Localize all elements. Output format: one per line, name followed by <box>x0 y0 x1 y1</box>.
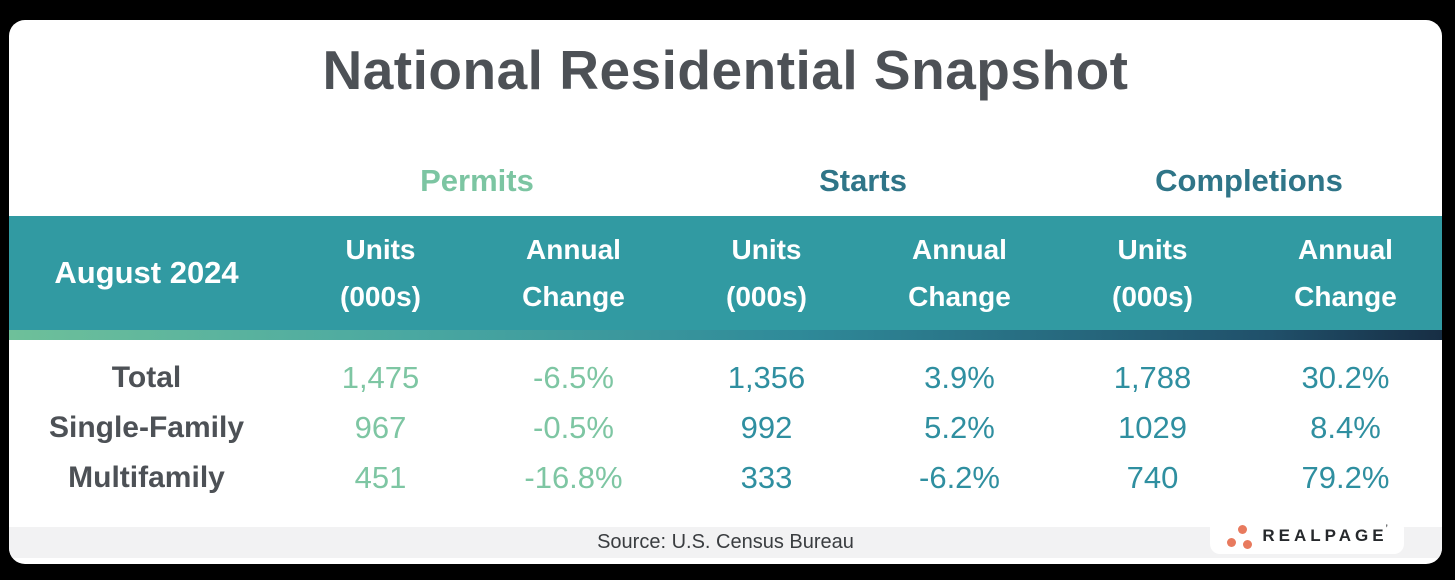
annual-label-line1: Annual <box>912 233 1007 265</box>
group-header-completions: Completions <box>1155 163 1343 198</box>
cell-completions-units: 1,788 <box>1113 360 1192 395</box>
col-header-completions-annual-change: Annual Change <box>1249 216 1442 330</box>
cell-completions-annual-change: 8.4% <box>1310 410 1381 445</box>
source-band: Source: U.S. Census Bureau <box>9 527 1442 558</box>
col-header-completions-units: Units (000s) <box>1056 216 1249 330</box>
table-body: Total 1,475 -6.5% 1,356 3.9% 1,788 30.2%… <box>9 340 1442 503</box>
table-header-band: August 2024 Units (000s) Annual Change U… <box>9 216 1442 330</box>
annual-label-line2: Change <box>908 281 1011 312</box>
cell-completions-units: 740 <box>1126 460 1179 495</box>
cell-permits-annual-change: -0.5% <box>533 410 614 445</box>
snapshot-card: National Residential Snapshot Permits St… <box>9 20 1442 564</box>
col-header-permits-units: Units (000s) <box>284 216 477 330</box>
annual-label-line2: Change <box>522 281 625 312</box>
cell-permits-units: 451 <box>354 460 407 495</box>
col-header-starts-annual-change: Annual Change <box>863 216 1056 330</box>
annual-label-line2: Change <box>1294 281 1397 312</box>
logo-trademark: ’ <box>1385 523 1388 535</box>
table-row-single-family: Single-Family 967 -0.5% 992 5.2% 1029 8.… <box>9 403 1442 453</box>
logo-wordmark: REALPAGE <box>1262 526 1388 545</box>
period-label: August 2024 <box>54 255 239 291</box>
cell-permits-annual-change: -6.5% <box>533 360 614 395</box>
cell-starts-units: 333 <box>740 460 793 495</box>
annual-label-line1: Annual <box>1298 233 1393 265</box>
table-row-multifamily: Multifamily 451 -16.8% 333 -6.2% 740 79.… <box>9 453 1442 503</box>
row-label: Single-Family <box>48 411 245 444</box>
row-label: Multifamily <box>68 461 225 494</box>
group-header-starts: Starts <box>819 163 907 198</box>
units-label-line1: Units <box>1117 233 1188 265</box>
units-label-line2: (000s) <box>1112 281 1193 312</box>
row-label: Total <box>111 361 182 394</box>
page-title: National Residential Snapshot <box>322 39 1129 101</box>
group-header-permits: Permits <box>420 163 534 198</box>
units-label-line1: Units <box>345 233 416 265</box>
gradient-divider <box>9 330 1442 340</box>
cell-permits-units: 1,475 <box>341 360 420 395</box>
cell-starts-annual-change: 5.2% <box>924 410 995 445</box>
cell-permits-annual-change: -16.8% <box>524 460 623 495</box>
cell-starts-annual-change: 3.9% <box>924 360 995 395</box>
cell-starts-annual-change: -6.2% <box>919 460 1000 495</box>
realpage-dots-icon <box>1226 523 1253 549</box>
logo-dot <box>1243 540 1253 549</box>
cell-permits-units: 967 <box>354 410 407 445</box>
col-header-permits-annual-change: Annual Change <box>477 216 670 330</box>
col-header-starts-units: Units (000s) <box>670 216 863 330</box>
annual-label-line1: Annual <box>526 233 621 265</box>
cell-completions-units: 1029 <box>1118 410 1187 445</box>
logo-dot <box>1227 538 1237 547</box>
logo-dot <box>1238 525 1248 534</box>
cell-completions-annual-change: 30.2% <box>1301 360 1390 395</box>
column-group-header-row: Permits Starts Completions <box>9 158 1442 204</box>
units-label-line1: Units <box>731 233 802 265</box>
units-label-line2: (000s) <box>726 281 807 312</box>
cell-starts-units: 1,356 <box>727 360 806 395</box>
source-text: Source: U.S. Census Bureau <box>597 531 854 553</box>
cell-starts-units: 992 <box>740 410 793 445</box>
table-row-total: Total 1,475 -6.5% 1,356 3.9% 1,788 30.2% <box>9 353 1442 403</box>
group-header-spacer <box>9 158 284 204</box>
units-label-line2: (000s) <box>340 281 421 312</box>
cell-completions-annual-change: 79.2% <box>1301 460 1390 495</box>
realpage-logo: REALPAGE ’ <box>1210 518 1404 554</box>
